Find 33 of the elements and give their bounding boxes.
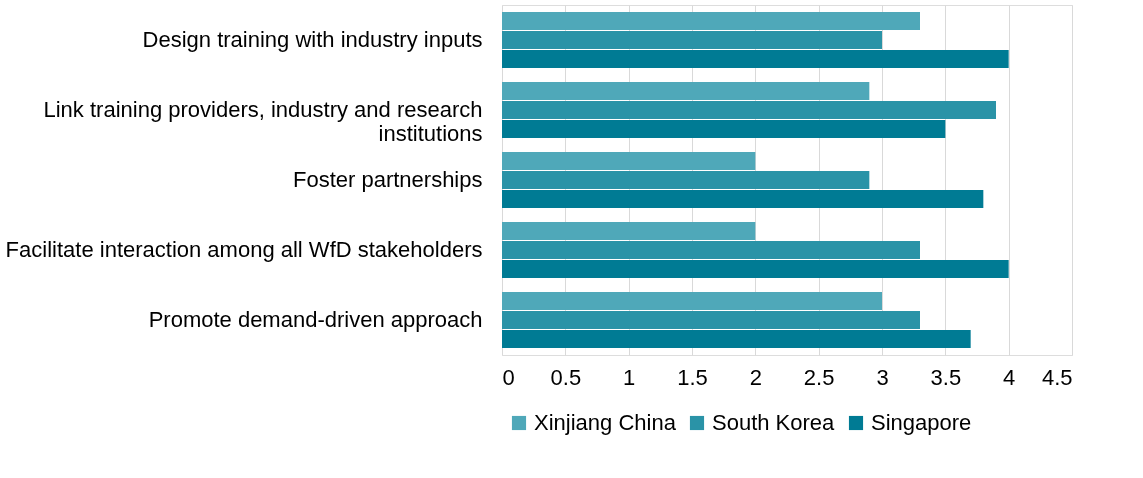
y-tick-label: Design training with industry inputs xyxy=(142,27,483,52)
bar xyxy=(502,100,996,120)
y-tick-label: Foster partnerships xyxy=(292,167,483,192)
bar xyxy=(502,259,1009,278)
legend-label: Xinjiang China xyxy=(534,410,677,435)
bar xyxy=(502,240,920,260)
bar xyxy=(502,292,882,311)
y-tick-label: Facilitate interaction among all WfD stakeholders xyxy=(5,237,483,262)
bar xyxy=(502,82,870,101)
bar xyxy=(502,119,946,138)
bar xyxy=(502,170,870,190)
bar xyxy=(502,222,756,241)
x-tick-label: 1 xyxy=(623,364,636,390)
bar xyxy=(502,310,920,330)
bar xyxy=(502,152,756,171)
x-tick-label: 0 xyxy=(502,364,515,390)
x-tick-label: 3 xyxy=(876,364,889,390)
x-tick-label: 2 xyxy=(749,364,762,390)
x-tick-label: 3.5 xyxy=(930,364,962,390)
y-tick-label: Promote demand-driven approach xyxy=(148,307,483,332)
bar xyxy=(502,189,984,208)
x-tick-label: 0.5 xyxy=(550,364,582,390)
y-tick-label: Link training providers, industry and research institutions xyxy=(43,97,483,146)
x-tick-label: 1.5 xyxy=(677,364,708,390)
x-tick-label: 4.5 xyxy=(1041,364,1073,390)
legend-label: Singapore xyxy=(871,410,972,435)
bar xyxy=(502,30,882,50)
legend-label: South Korea xyxy=(712,410,836,435)
bar xyxy=(502,329,971,348)
bar xyxy=(502,49,1009,68)
bar xyxy=(502,12,920,31)
x-tick-label: 4 xyxy=(1003,364,1016,390)
x-tick-label: 2.5 xyxy=(803,364,835,390)
